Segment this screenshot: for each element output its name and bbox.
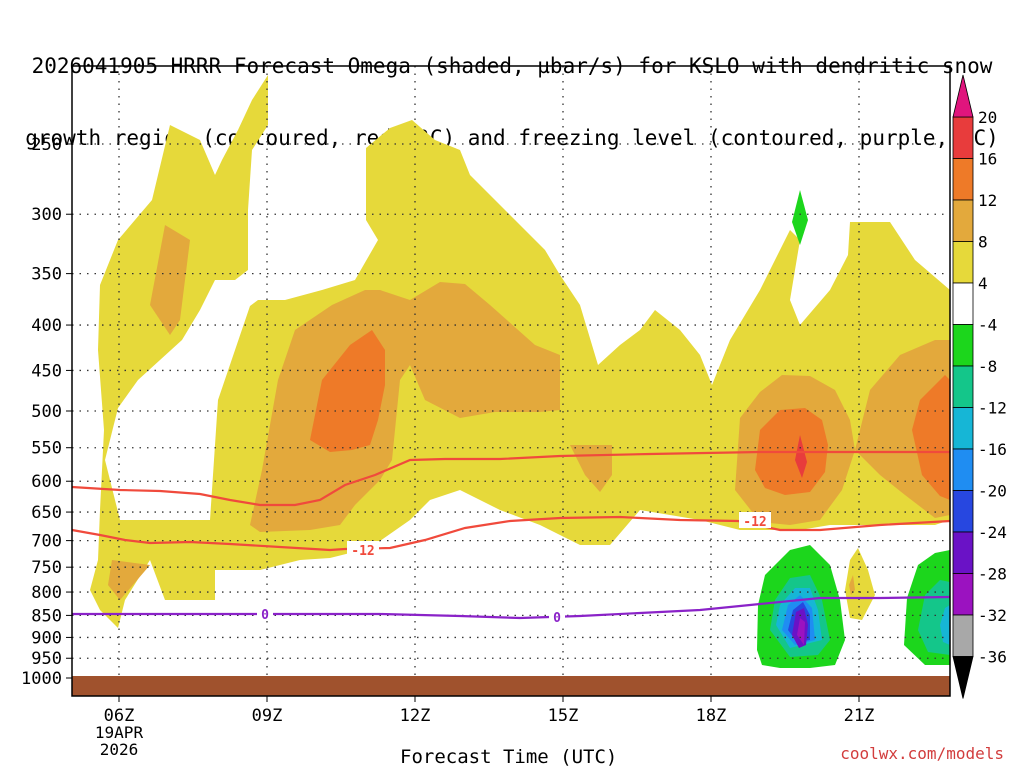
omega-region-8-12-small <box>849 575 855 595</box>
colorbar-label-7: -12 <box>978 399 1007 418</box>
colorbar-bin-11 <box>952 573 974 616</box>
colorbar-bin-10 <box>952 531 974 574</box>
colorbar-label-6: -8 <box>978 357 997 376</box>
x-date-label-0: 19APR <box>95 723 144 742</box>
colorbar-bin-2 <box>952 199 974 242</box>
y-tick-label-800: 800 <box>31 583 62 603</box>
omega-region-neg28-neg32 <box>797 618 805 645</box>
omega-region-8-12-c <box>250 282 560 532</box>
colorbar-label-4: 4 <box>978 274 988 293</box>
y-tick-label-350: 350 <box>31 265 62 285</box>
ground-bar <box>72 676 950 696</box>
colorbar-bin-4 <box>952 282 974 325</box>
colorbar-label-8: -16 <box>978 440 1007 459</box>
colorbar-label-12: -32 <box>978 606 1007 625</box>
colorbar-top-extend <box>952 74 974 118</box>
contour-dgz-upper <box>71 450 950 507</box>
omega-region-16-20 <box>795 435 807 478</box>
x-tick-label-06Z: 06Z <box>104 706 135 726</box>
credit-link[interactable]: coolwx.com/models <box>840 744 1004 763</box>
omega-region-12-16-a <box>310 330 385 452</box>
colorbar-label-5: -4 <box>978 316 997 335</box>
colorbar-bin-7 <box>952 407 974 450</box>
omega-region-4-8-small <box>845 548 875 620</box>
colorbar-bin-6 <box>952 365 974 408</box>
plot-frame <box>71 65 951 697</box>
x-axis-title: Forecast Time (UTC) <box>400 746 618 768</box>
y-axis: 2503003504004505005506006507007508008509… <box>21 135 72 689</box>
y-tick-label-850: 850 <box>31 606 62 626</box>
colorbar-label-3: 8 <box>978 233 988 252</box>
x-date-label-1: 2026 <box>100 740 139 759</box>
y-tick-label-950: 950 <box>31 649 62 669</box>
colorbar-bin-3 <box>952 241 974 284</box>
colorbar-bin-0 <box>952 116 974 159</box>
y-tick-label-600: 600 <box>31 472 62 492</box>
contour-label-0-b: 0 <box>553 611 561 626</box>
y-tick-label-500: 500 <box>31 402 62 422</box>
y-tick-label-1000: 1000 <box>21 669 62 689</box>
colorbar-bin-12 <box>952 614 974 657</box>
omega-region-12-16-c <box>912 375 950 500</box>
x-tick-label-18Z: 18Z <box>696 706 727 726</box>
contour-label-0-a: 0 <box>261 608 269 623</box>
y-tick-label-300: 300 <box>31 205 62 225</box>
colorbar-bin-9 <box>952 490 974 533</box>
y-tick-label-900: 900 <box>31 628 62 648</box>
temperature-contours: -12 -12 0 0 <box>71 450 951 626</box>
x-tick-label-12Z: 12Z <box>400 706 431 726</box>
omega-region-neg4-neg8-upper <box>792 190 808 245</box>
x-tick-label-09Z: 09Z <box>252 706 283 726</box>
contour-label-neg12-a-bg <box>347 541 379 557</box>
y-tick-label-700: 700 <box>31 532 62 552</box>
colorbar-label-11: -28 <box>978 565 1007 584</box>
y-tick-label-750: 750 <box>31 558 62 578</box>
omega-region-8-12-d <box>570 445 612 492</box>
colorbar-label-13: -36 <box>978 648 1007 667</box>
contour-label-neg12-a: -12 <box>351 544 374 559</box>
colorbar-label-1: 16 <box>978 150 997 169</box>
omega-region-8-12-a <box>150 225 190 335</box>
y-tick-label-550: 550 <box>31 439 62 459</box>
x-tick-label-15Z: 15Z <box>548 706 579 726</box>
y-tick-label-250: 250 <box>31 135 62 155</box>
contour-label-neg12-b-bg <box>739 512 771 528</box>
y-tick-label-450: 450 <box>31 361 62 381</box>
colorbar-label-10: -24 <box>978 523 1007 542</box>
y-tick-label-650: 650 <box>31 503 62 523</box>
contour-label-0-a-bg <box>257 605 273 621</box>
colorbar-label-0: 20 <box>978 108 997 127</box>
contour-label-0-b-bg <box>549 608 565 624</box>
y-tick-label-400: 400 <box>31 316 62 336</box>
colorbar-bin-1 <box>952 158 974 201</box>
colorbar-bottom-extend <box>952 656 974 699</box>
colorbar-bin-8 <box>952 448 974 491</box>
omega-region-neg12-neg16-b <box>940 605 950 645</box>
colorbar: 20 16 12 8 4 -4 -8 -12 -16 -20 -24 -28 -32 -36 <box>952 74 1007 699</box>
colorbar-label-2: 12 <box>978 191 997 210</box>
contour-label-neg12-b: -12 <box>743 515 766 530</box>
colorbar-label-9: -20 <box>978 482 1007 501</box>
x-tick-label-21Z: 21Z <box>844 706 875 726</box>
colorbar-bin-5 <box>952 324 974 367</box>
omega-shading <box>90 75 950 668</box>
